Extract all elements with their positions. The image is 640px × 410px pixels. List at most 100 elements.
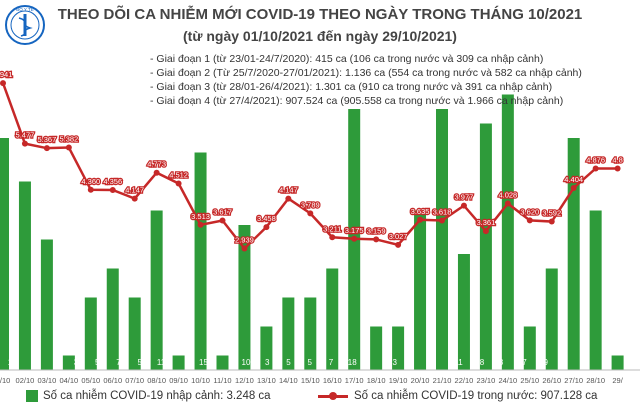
x-tick-label: 03/10 (38, 376, 57, 385)
line-point (439, 217, 445, 224)
line-point (592, 165, 599, 172)
legend-line-swatch (318, 391, 348, 400)
bar (545, 268, 558, 370)
bar-value-label: 7 (584, 358, 589, 367)
bar (150, 210, 163, 370)
bar (238, 225, 251, 370)
x-tick-label: 26/10 (542, 376, 561, 385)
x-tick-label: 27/10 (564, 376, 583, 385)
x-tick-label: 20/10 (411, 376, 430, 385)
line-value-label: 3.620 (520, 207, 539, 216)
line-point (504, 200, 511, 207)
line-value-label: 3.617 (213, 207, 232, 216)
bar-value-label: 3 (393, 358, 398, 367)
x-tick-label: 23/10 (477, 376, 496, 385)
bar (62, 355, 75, 370)
line-point (526, 217, 533, 224)
line-point (0, 80, 6, 87)
bar-value-label: 11 (454, 358, 463, 367)
bar (567, 138, 580, 370)
phase-summary: - Giai đoạn 1 (từ 23/01-24/7/2020): 415 … (150, 52, 582, 108)
x-tick-label: 19/10 (389, 376, 408, 385)
x-tick-label: 07/10 (125, 376, 144, 385)
x-tick-label: 24/10 (498, 376, 517, 385)
line-point (329, 234, 336, 241)
bar (436, 109, 448, 370)
x-tick-labels: 1/10 02/1003/1004/1005/1006/1007/1008/100… (0, 376, 624, 385)
line-value-label: 4.360 (81, 177, 100, 186)
line-value-label: 4.773 (147, 160, 166, 169)
bar-labels-layer: 1613935751115103557183111881719371611 (8, 358, 633, 367)
line-point (548, 218, 555, 225)
bar-value-label: 13 (8, 358, 17, 367)
line-value-label: 3.977 (455, 193, 474, 202)
bar-value-label: 8 (499, 358, 504, 367)
bar-value-label: 7 (116, 358, 121, 367)
x-tick-label: 18/10 (367, 376, 386, 385)
bar (0, 138, 9, 370)
line-value-label: 4.028 (498, 191, 517, 200)
phase-3: - Giai đoạn 3 (từ 28/01-26/4/2021): 1.30… (150, 81, 553, 93)
line-value-label: 3.027 (389, 232, 408, 241)
bar-value-label: 16 (603, 358, 612, 367)
x-tick-label: 10/10 (191, 376, 210, 385)
line-value-label: 5.367 (38, 135, 57, 144)
line-point (241, 245, 248, 252)
phase-2: - Giai đoạn 2 (Từ 25/7/2020-27/01/2021):… (150, 67, 582, 79)
x-tick-label: 28/10 (586, 376, 605, 385)
bar-value-label: 5 (308, 358, 313, 367)
line-value-label: 3.635 (411, 207, 430, 216)
x-tick-label: 08/10 (147, 376, 166, 385)
line-value-label: 3.211 (323, 224, 341, 233)
bar (84, 297, 97, 370)
bar (523, 326, 536, 370)
line-value-label: 3.458 (257, 214, 276, 223)
bar (216, 355, 229, 370)
bar (370, 326, 383, 370)
line-point (285, 195, 292, 202)
x-tick-label: 05/10 (81, 376, 100, 385)
x-tick-label: 14/10 (279, 376, 298, 385)
line-point (395, 241, 402, 248)
line-value-label: 3.513 (191, 212, 210, 221)
x-tick-label: 25/10 (520, 376, 539, 385)
x-tick-label: 02/10 (16, 376, 35, 385)
line-value-label: 4.876 (586, 155, 605, 164)
legend-line: Số ca nhiễm COVID-19 trong nước: 907.128… (318, 390, 597, 402)
line-value-label: 4.8 (612, 155, 622, 164)
line-point (197, 221, 204, 228)
phase-1: - Giai đoạn 1 (từ 23/01-24/7/2020): 415 … (150, 53, 544, 65)
x-tick-label: 11/10 (213, 376, 231, 385)
x-tick-label: 04/10 (59, 376, 78, 385)
bar-value-label: 17 (518, 358, 527, 367)
bar (326, 268, 339, 370)
line-point (460, 202, 467, 209)
line-value-label: 4.147 (279, 186, 298, 195)
bar-value-label: 9 (31, 358, 36, 367)
line-value-label: 3.618 (433, 207, 452, 216)
x-tick-label: 1/10 (0, 376, 10, 385)
bar-value-label: 5 (138, 358, 143, 367)
line-point (219, 217, 226, 224)
legend-line-label: Số ca nhiễm COVID-19 trong nước: 907.128… (354, 390, 598, 402)
legend-bar: Số ca nhiễm COVID-19 nhập cảnh: 3.248 ca (26, 390, 271, 402)
bar (128, 297, 141, 370)
line-value-label: 3.159 (367, 226, 386, 235)
bar-value-label: 19 (539, 358, 548, 367)
bar (501, 94, 514, 370)
line-point (373, 236, 380, 243)
chart-subtitle: (từ ngày 01/10/2021 đến ngày 29/10/2021) (183, 28, 457, 44)
line-value-label: 4.404 (564, 175, 583, 184)
line-point (570, 184, 577, 191)
x-tick-label: 21/10 (433, 376, 452, 385)
line-point (175, 180, 182, 187)
legend-bar-label: Số ca nhiễm COVID-19 nhập cảnh: 3.248 ca (43, 390, 271, 402)
line-value-label: 4.512 (169, 171, 188, 180)
line-point (109, 186, 116, 193)
x-tick-label: 16/10 (323, 376, 342, 385)
bar-value-label: 3 (563, 358, 568, 367)
line-value-label: 5.382 (59, 135, 78, 144)
chart-title: THEO DÕI CA NHIỄM MỚI COVID-19 THEO NGÀY… (57, 6, 583, 23)
x-tick-label: 17/10 (345, 376, 364, 385)
bar-value-label: 18 (348, 358, 357, 367)
